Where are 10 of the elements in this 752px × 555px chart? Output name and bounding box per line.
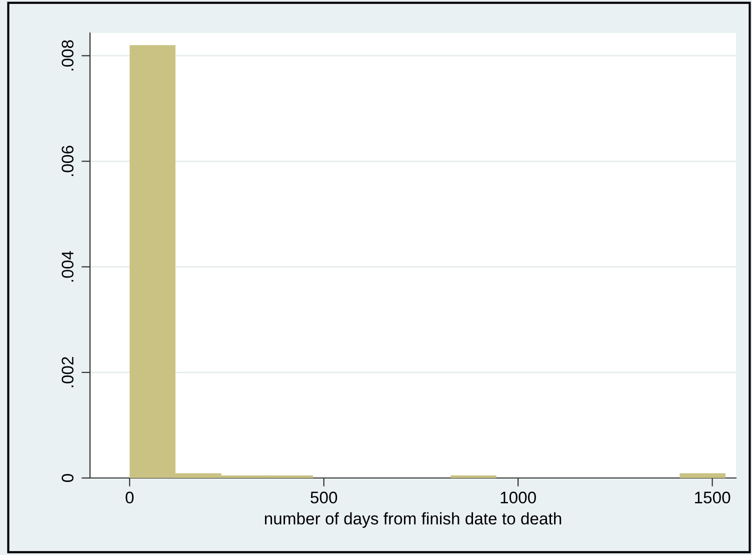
- x-tick-label: 1500: [695, 492, 730, 504]
- x-axis-title: number of days from finish date to death: [264, 512, 562, 528]
- y-tick-label: .006: [62, 146, 74, 176]
- y-tick-label: .002: [62, 357, 74, 388]
- y-tick-label: 0: [62, 474, 74, 482]
- y-tick-label: .004: [62, 251, 74, 282]
- x-tick-label: 0: [126, 492, 134, 504]
- x-tick-label: 500: [310, 492, 338, 504]
- y-tick-label: .008: [62, 40, 74, 70]
- x-tick-label: 1000: [500, 492, 536, 504]
